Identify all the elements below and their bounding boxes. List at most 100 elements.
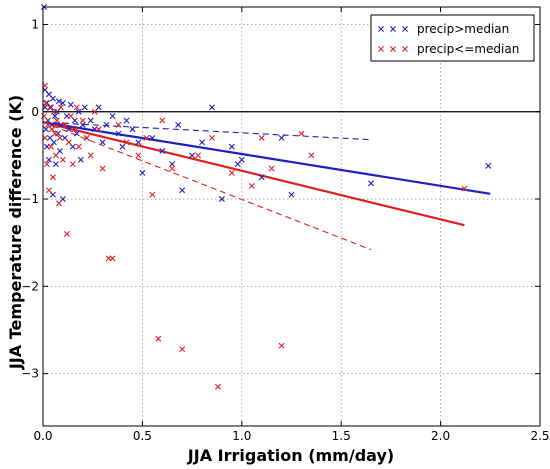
precip-below-median-point [45,187,52,194]
precip-below-median-point [208,134,215,141]
precip-above-median-point [149,134,156,141]
precip-above-median-point [123,117,130,124]
y-tick-label: 1 [31,17,39,31]
legend-marker-icon [402,26,408,32]
precip-above-median-point [139,169,146,176]
precip-above-median-point [87,117,94,124]
precip-above-median-point [228,143,235,150]
precip-below-median-point [57,104,64,111]
legend-marker-icon [390,46,396,52]
precip-above-median-point [42,126,49,133]
precip-below-median-point [73,104,80,111]
precip-below-median-point [59,156,66,163]
precip-above-median-point [199,139,206,146]
x-tick-label: 1.0 [232,429,251,443]
legend-label-precip-below-median: precip<=median [417,42,519,56]
precip-above-median-point [129,126,136,133]
precip-above-median-point [50,139,57,146]
precip-below-median-point [53,117,60,124]
precip-below-median-point [179,346,186,353]
legend-marker-icon [378,26,384,32]
precip-below-median-point [461,185,468,192]
x-tick-label: 2.5 [530,429,549,443]
precip-above-median-point [115,130,122,137]
precip-above-median-point [159,148,166,155]
scatter-points [41,4,492,390]
precip-below-median-point [135,152,142,159]
precip-above-median-point [103,121,110,128]
precip-above-median-point [189,152,196,159]
precip-above-median-point [79,121,86,128]
precip-below-median-point [41,113,47,120]
precip-below-median-point [143,134,150,141]
precip-below-median-point [67,113,74,120]
precip-below-median-point [109,255,116,262]
fit-line-below-median [42,121,465,227]
x-tick-label: 1.5 [332,429,351,443]
y-tick-label: −3 [21,367,39,381]
precip-above-median-point [109,113,116,120]
precip-below-median-point [69,161,76,168]
precip-above-median-point [179,187,186,194]
precip-below-median-point [65,139,72,146]
precip-below-median-point [75,143,82,150]
precip-below-median-point [298,130,305,137]
precip-above-median-point [49,95,56,102]
y-tick-label: −1 [21,192,39,206]
precip-below-median-point [55,200,62,207]
x-tick-label: 0.5 [133,429,152,443]
precip-above-median-point [55,98,62,105]
precip-above-median-point [77,156,84,163]
precip-below-median-point [49,174,56,181]
regression-lines [42,121,491,251]
precip-above-median-point [81,104,88,111]
precip-below-median-point [52,152,59,159]
fit-dashed-line-above-median [42,121,372,141]
precip-below-median-point [91,108,98,115]
legend-marker-icon [390,26,396,32]
precip-below-median-point [149,191,156,198]
precip-above-median-point [258,174,265,181]
precip-below-median-point [258,134,265,141]
precip-above-median-point [67,101,74,108]
precip-below-median-point [268,165,275,172]
precip-below-median-point [87,152,94,159]
x-tick-label: 0.0 [33,429,52,443]
precip-above-median-point [52,161,59,168]
precip-below-median-point [278,342,285,349]
fit-line-above-median [42,121,491,195]
precip-below-median-point [71,126,78,133]
y-tick-label: −2 [21,279,39,293]
precip-above-median-point [75,108,82,115]
precip-above-median-point [59,100,66,107]
legend-marker-icon [402,46,408,52]
legend-label-precip-above-median: precip>median [417,22,509,36]
precip-above-median-point [45,156,52,163]
precip-above-median-point [368,180,375,187]
precip-below-median-point [47,143,54,150]
precip-below-median-point [195,152,202,159]
precip-below-median-point [61,121,68,128]
x-axis-title: JJA Irrigation (mm/day) [187,446,394,465]
precip-below-median-point [169,165,176,172]
precip-above-median-point [485,162,492,169]
fit-dashed-line-below-median [42,121,372,251]
precip-below-median-point [123,139,130,146]
precip-below-median-point [43,161,50,168]
precip-above-median-point [218,196,225,203]
precip-above-median-point [208,104,215,111]
precip-above-median-point [278,134,285,141]
precip-above-median-point [51,113,58,120]
precip-below-median-point [51,130,58,137]
precip-below-median-point [308,152,315,159]
precip-below-median-point [115,121,122,128]
y-tick-label: 0 [31,105,39,119]
axis-ticks: 0.0 0.5 1.0 1.5 2.0 2.5 1 0 −1 −2 −3 [21,7,550,443]
precip-below-median-point [155,335,162,342]
precip-below-median-point [48,126,55,133]
precip-below-median-point [95,126,102,133]
precip-below-median-point [99,165,106,172]
y-axis-title: JJA Temperature difference (K) [6,95,25,370]
legend: precip>median precip<=median [370,14,535,62]
